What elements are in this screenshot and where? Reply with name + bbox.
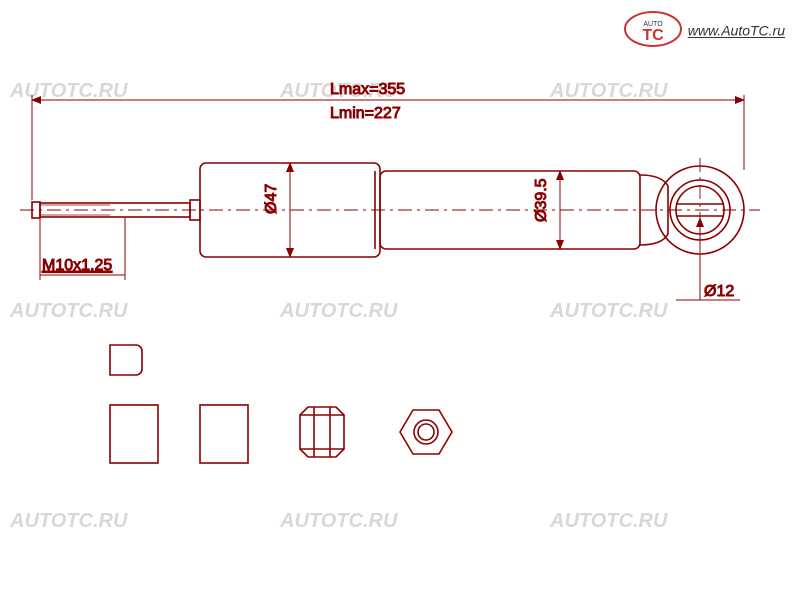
dim-thread-label: M10x1.25	[42, 257, 112, 274]
logo-block: AUTO TC www.AutoTC.ru	[623, 10, 785, 53]
part-bushing-2	[200, 405, 248, 463]
logo-icon: AUTO TC	[623, 10, 683, 53]
dim-dia-eye-label: Ø12	[704, 283, 734, 300]
dim-dia-tube: Ø39.5	[533, 171, 560, 249]
logo-url: www.AutoTC.ru	[688, 23, 785, 39]
svg-text:TC: TC	[643, 27, 665, 44]
dim-dia-eye: Ø12	[676, 218, 740, 300]
dim-overall: Lmax=355 Lmin=227	[32, 81, 744, 200]
dim-lmin-label: Lmin=227	[330, 105, 401, 122]
dim-dia-tube-label: Ø39.5	[533, 178, 550, 222]
part-nut-hex	[400, 410, 452, 454]
dim-dia-body: Ø47	[263, 163, 290, 257]
shock-absorber-outline	[20, 158, 760, 262]
part-bushing-1	[110, 405, 158, 463]
part-nut-side	[300, 407, 344, 457]
dim-thread: M10x1.25	[40, 218, 125, 280]
parts-row	[110, 345, 452, 463]
dim-dia-body-label: Ø47	[263, 184, 280, 214]
dim-lmax-label: Lmax=355	[330, 81, 405, 98]
technical-drawing: Lmax=355 Lmin=227 M10x1.25 Ø47 Ø39.5 Ø12	[0, 0, 800, 600]
part-cap	[110, 345, 142, 375]
